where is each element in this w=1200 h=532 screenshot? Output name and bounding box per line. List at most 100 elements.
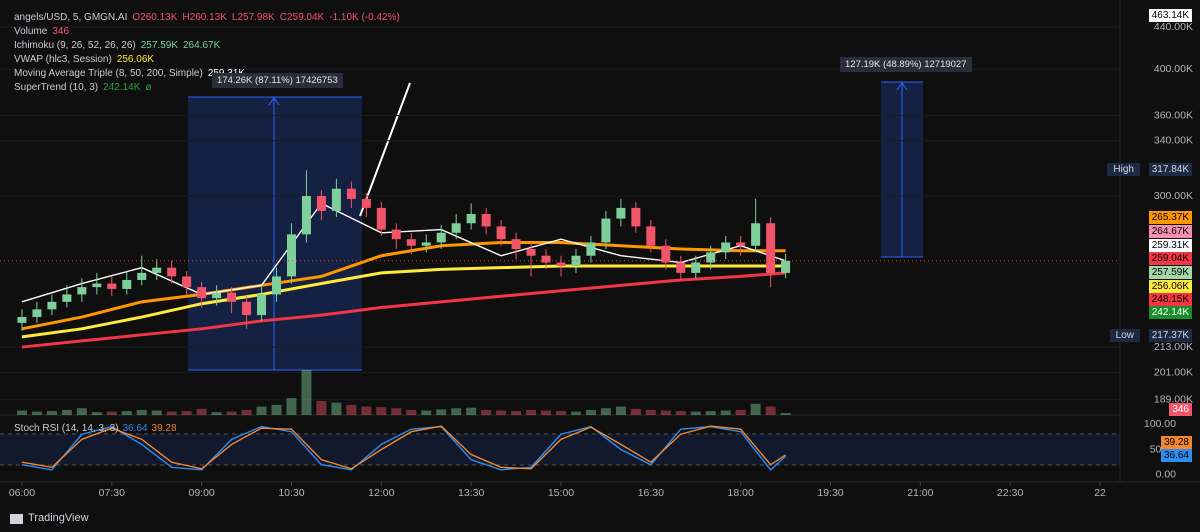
volume-bar (301, 370, 312, 415)
price-label: 346 (1169, 403, 1192, 416)
volume-bar (675, 411, 686, 415)
candle-body (481, 213, 491, 227)
indicator-line (21, 264, 786, 339)
price-label: 264.67K (1148, 225, 1192, 238)
candle-body (17, 317, 27, 323)
price-value: 257.59K (1151, 267, 1189, 278)
price-label: 265.37K (1148, 211, 1192, 224)
volume-bar (585, 409, 596, 415)
x-tick-label: 09:00 (188, 487, 214, 499)
volume-bar (331, 402, 342, 415)
candle-body (152, 267, 162, 273)
volume-bar (690, 411, 701, 415)
volume-bar (256, 406, 267, 415)
candle-body (167, 267, 177, 277)
volume-bar (346, 404, 357, 415)
candle-body (706, 252, 716, 263)
price-value: 346 (1172, 404, 1189, 415)
volume-bar (451, 408, 462, 415)
candle-body (137, 272, 147, 280)
legend-name: VWAP (hlc3, Session) (14, 54, 112, 65)
candle-body (586, 242, 596, 256)
volume-bar (91, 412, 102, 415)
y-tick-label: 0.00 (1156, 469, 1177, 481)
x-tick-label: 10:30 (278, 487, 304, 499)
candle-body (751, 223, 761, 246)
legend-name: Moving Average Triple (8, 50, 200, Simpl… (14, 68, 203, 79)
legend-row: Volume 346 (14, 25, 400, 39)
x-tick-label: 07:30 (99, 487, 125, 499)
volume-bar (645, 409, 656, 415)
trend-line (359, 82, 411, 217)
volume-bar (615, 406, 626, 415)
candle-body (511, 239, 521, 250)
volume-bar (780, 413, 791, 415)
price-value: 317.84K (1151, 164, 1189, 175)
candle-body (242, 301, 252, 316)
candle-body (451, 223, 461, 233)
candle-body (361, 198, 371, 208)
volume-bar (46, 411, 57, 415)
measure-box (188, 97, 362, 370)
candle-body (676, 262, 686, 273)
x-tick-label: 22:30 (997, 487, 1023, 499)
legend-name: Volume (14, 26, 48, 37)
volume-bar (211, 412, 222, 415)
price-label: 36.64 (1160, 449, 1192, 462)
candle-body (766, 223, 776, 273)
legend-row: Ichimoku (9, 26, 52, 26, 26) 257.59K 264.6… (14, 39, 400, 53)
legend-row: VWAP (hlc3, Session) 256.06K (14, 53, 400, 67)
candle-body (286, 234, 296, 277)
indicator-line (21, 202, 786, 303)
volume-bar (286, 398, 297, 415)
y-tick-label: 360.00K (1154, 109, 1193, 121)
candle-body (197, 287, 207, 299)
candle-body (32, 309, 42, 318)
volume-bar (121, 411, 132, 415)
volume-bar (106, 411, 117, 415)
brand: TradingView (28, 512, 89, 524)
candle-body (406, 239, 416, 246)
volume-bar (511, 411, 522, 415)
legend-value: H260.13K (182, 12, 227, 23)
candle-body (556, 262, 566, 266)
measure-label: 174.26K (87.11%) 17426753 (212, 73, 343, 88)
x-tick-label: 13:30 (458, 487, 484, 499)
brand-logo (10, 514, 23, 524)
x-tick-label: 22 (1094, 487, 1106, 499)
legend-value: L257.98K (231, 12, 275, 23)
x-tick-label: 12:00 (368, 487, 394, 499)
price-label: 259.31K (1148, 239, 1192, 252)
price-label: 242.14K (1148, 306, 1192, 319)
legend-name: angels/USD, 5, GMGN.AI (14, 12, 128, 23)
volume-bar (391, 408, 402, 415)
volume-bar (76, 408, 87, 415)
volume-bar (406, 409, 417, 415)
x-tick-label: 21:00 (907, 487, 933, 499)
legend-value: 257.59K (140, 40, 178, 51)
indicator-line (21, 240, 786, 331)
volume-bar (241, 409, 252, 415)
price-value: 463.14K (1151, 10, 1189, 21)
candle-body (691, 262, 701, 273)
price-value: 242.14K (1151, 307, 1189, 318)
price-value: 256.06K (1151, 281, 1189, 292)
price-tag: Low (1109, 329, 1140, 342)
measure-label: 127.19K (48.89%) 12719027 (840, 57, 972, 72)
volume-bar (16, 410, 27, 415)
candle-body (541, 255, 551, 263)
y-tick-label: 100.00 (1144, 418, 1176, 430)
legend-name: SuperTrend (10, 3) (14, 82, 99, 93)
legend-name: Ichimoku (9, 26, 52, 26, 26) (14, 40, 136, 51)
price-label: High 317.84K (1107, 163, 1192, 176)
indicator-line (21, 425, 787, 471)
volume-bar (271, 404, 282, 415)
x-tick-label: 18:00 (728, 487, 754, 499)
candle-body (526, 249, 536, 256)
volume-bar (660, 410, 671, 415)
volume-bar (720, 410, 731, 415)
candle-body (571, 255, 581, 266)
volume-bar (136, 409, 147, 415)
